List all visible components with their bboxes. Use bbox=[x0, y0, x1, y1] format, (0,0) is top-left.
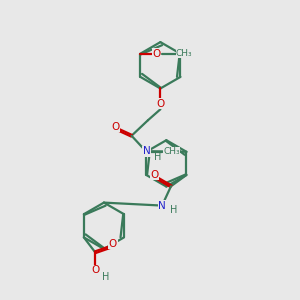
Text: N: N bbox=[142, 146, 150, 156]
Text: H: H bbox=[154, 152, 161, 161]
Text: CH₃: CH₃ bbox=[163, 147, 180, 156]
Text: O: O bbox=[150, 170, 158, 180]
Text: H: H bbox=[102, 272, 109, 282]
Text: O: O bbox=[112, 122, 120, 132]
Text: O: O bbox=[109, 239, 117, 249]
Text: H: H bbox=[170, 205, 178, 215]
Text: CH₃: CH₃ bbox=[176, 49, 193, 58]
Text: O: O bbox=[156, 99, 164, 109]
Text: O: O bbox=[152, 49, 161, 59]
Text: O: O bbox=[91, 265, 99, 275]
Text: N: N bbox=[158, 201, 166, 211]
